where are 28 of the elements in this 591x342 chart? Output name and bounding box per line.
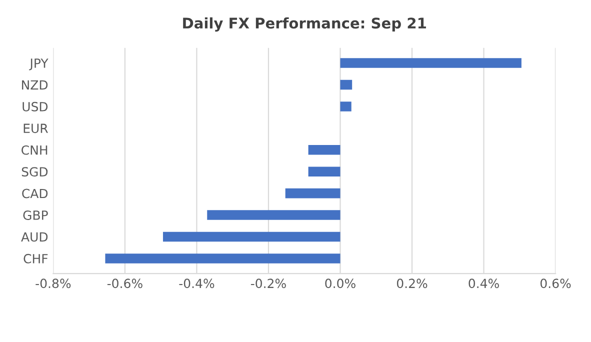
y-tick-label: AUD xyxy=(21,232,48,242)
y-tick-label: USD xyxy=(22,102,48,112)
x-tick-label: -0.6% xyxy=(107,278,142,288)
bar xyxy=(308,144,340,155)
x-tick-label: -0.2% xyxy=(250,278,286,288)
bar xyxy=(340,102,352,112)
bar xyxy=(308,166,340,176)
bar xyxy=(162,232,340,242)
x-tick-label: 0.2% xyxy=(396,278,428,288)
x-tick-label: -0.8% xyxy=(36,278,71,288)
x-tick-label: 0.4% xyxy=(468,278,499,288)
bar xyxy=(340,58,522,68)
bar xyxy=(105,254,340,264)
x-tick-label: 0.6% xyxy=(540,278,571,288)
y-tick-label: EUR xyxy=(24,124,48,134)
x-tick-label: 0.0% xyxy=(325,278,356,288)
y-tick-label: CAD xyxy=(22,188,48,198)
y-tick-label: JPY xyxy=(29,58,48,70)
bar xyxy=(285,188,340,198)
y-tick-label: CHF xyxy=(24,254,48,264)
bar xyxy=(207,210,340,220)
y-tick-label: NZD xyxy=(22,80,48,90)
y-tick-label: CNH xyxy=(22,145,48,155)
y-tick-label: SGD xyxy=(22,167,48,177)
bar xyxy=(340,80,352,90)
x-tick-label: -0.4% xyxy=(179,278,214,288)
chart-title: Daily FX Performance: Sep 21 xyxy=(183,17,426,32)
y-tick-label: GBP xyxy=(23,210,48,220)
